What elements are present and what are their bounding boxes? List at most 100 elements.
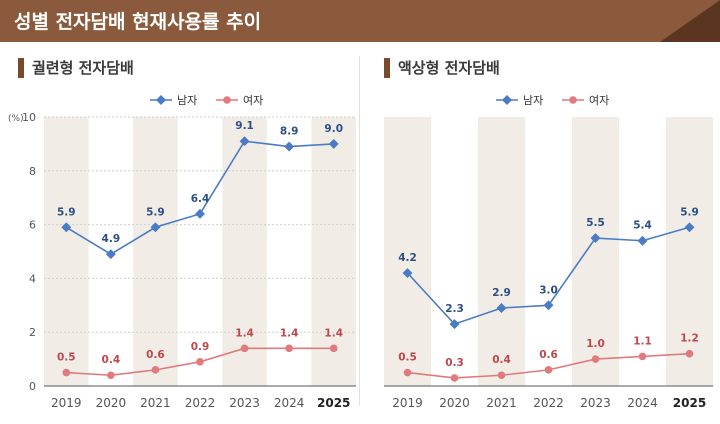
data-label-female: 0.6 [146, 349, 165, 361]
panel-title: 궐련형 전자담배 [32, 59, 134, 77]
data-label-female: 1.4 [280, 327, 299, 339]
chart-heat-not-burn: 0 2 4 6 8 10(%) 2019 2020 2021 2022 2023 2024 2025 남자… [8, 94, 356, 410]
data-label-female: 0.4 [492, 354, 511, 366]
data-label-male: 5.5 [586, 217, 605, 229]
data-point-male [684, 222, 695, 233]
x-tick-label: 2025 [317, 396, 350, 410]
data-point-female [544, 366, 553, 374]
data-point-male [637, 235, 648, 246]
data-point-female [285, 344, 293, 353]
data-point-male [195, 208, 205, 219]
category-stripe [44, 117, 89, 386]
panel-title-bar [384, 58, 390, 78]
data-point-male [105, 249, 116, 260]
y-tick-label: 10 [22, 111, 36, 124]
data-point-female [240, 344, 249, 353]
data-point-female [685, 349, 694, 358]
x-tick-label: 2023 [580, 396, 611, 410]
x-tick-label: 2020 [439, 396, 470, 410]
data-point-female [591, 355, 600, 363]
x-tick-label: 2021 [486, 396, 517, 410]
data-point-male [239, 136, 250, 147]
legend-marker-female [569, 96, 577, 104]
data-label-female: 1.4 [324, 327, 343, 339]
chart-liquid: 2019 2020 2021 2022 2023 2024 2025 남자 여자 4.2 2.3 2.… [384, 94, 713, 410]
legend-label: 여자 [243, 94, 263, 107]
data-label-male: 9.1 [235, 120, 254, 132]
data-point-female [62, 368, 71, 377]
panel-title-bar [18, 58, 24, 78]
data-point-female [403, 368, 412, 377]
data-label-male: 5.4 [633, 220, 652, 232]
legend-label: 여자 [589, 94, 609, 107]
header-background [0, 0, 720, 42]
data-point-female [151, 366, 160, 374]
data-label-female: 0.5 [398, 352, 417, 364]
legend-label: 남자 [523, 94, 543, 107]
category-stripe [222, 117, 267, 386]
data-point-male [284, 141, 295, 152]
data-label-female: 1.1 [633, 335, 652, 347]
x-tick-label: 2019 [392, 396, 423, 410]
legend-label: 남자 [177, 94, 197, 107]
data-label-female: 0.5 [57, 352, 76, 364]
data-label-female: 0.6 [539, 349, 558, 361]
legend-marker-female [223, 96, 231, 104]
x-tick-label: 2024 [627, 396, 658, 410]
data-label-female: 0.3 [445, 357, 464, 369]
data-label-male: 5.9 [146, 206, 165, 218]
x-tick-label: 2021 [140, 396, 171, 410]
category-stripe [572, 117, 619, 386]
y-tick-label: 0 [29, 380, 36, 393]
data-point-male [590, 233, 601, 243]
category-stripe [133, 117, 178, 386]
data-point-male [543, 300, 554, 311]
y-axis-unit: (%) [8, 114, 24, 124]
x-tick-label: 2019 [51, 396, 82, 410]
x-tick-label: 2024 [274, 396, 305, 410]
x-tick-label: 2022 [533, 396, 564, 410]
data-label-male: 9.0 [324, 123, 343, 135]
x-tick-label: 2020 [96, 396, 127, 410]
category-stripe [478, 117, 525, 386]
data-point-female [450, 374, 459, 382]
y-tick-label: 4 [29, 272, 36, 285]
data-label-male: 3.0 [539, 284, 558, 296]
data-label-male: 8.9 [280, 126, 299, 138]
header-fill [0, 0, 720, 42]
panel-title: 액상형 전자담배 [398, 59, 500, 77]
category-stripe [384, 117, 431, 386]
legend-marker-male [156, 95, 166, 105]
data-label-male: 5.9 [680, 206, 699, 218]
y-tick-label: 8 [29, 165, 36, 178]
data-label-male: 4.2 [398, 252, 417, 264]
legend-marker-male [502, 95, 512, 105]
y-tick-label: 2 [29, 326, 36, 339]
data-point-female [107, 371, 115, 380]
header-banner: 성별 전자담배 현재사용률 추이 [0, 0, 720, 42]
data-point-female [196, 357, 204, 366]
y-tick-label: 6 [29, 219, 36, 232]
data-label-male: 2.9 [492, 287, 511, 299]
chart-panel-heat-not-burn: 궐련형 전자담배 0 2 4 6 8 10 (%) 2019 2020 2021 2022 2023 2… [0, 42, 360, 424]
data-point-female [329, 344, 338, 353]
category-stripe [666, 117, 713, 386]
data-point-male [61, 222, 72, 233]
x-tick-label: 2025 [673, 396, 706, 410]
x-tick-label: 2022 [185, 396, 216, 410]
category-stripe [311, 117, 356, 386]
data-point-male [150, 222, 161, 233]
data-label-male: 5.9 [57, 206, 76, 218]
page-title: 성별 전자담배 현재사용률 추이 [14, 11, 262, 33]
panel-divider [359, 56, 360, 406]
x-tick-label: 2023 [229, 396, 260, 410]
data-label-male: 2.3 [445, 303, 464, 315]
data-label-female: 0.4 [102, 354, 121, 366]
data-point-female [638, 352, 647, 361]
data-label-female: 1.4 [235, 327, 254, 339]
data-label-female: 0.9 [191, 341, 210, 353]
chart-panel-liquid: 액상형 전자담배 2019 2020 2021 2022 2023 2024 2025 남자 여… [360, 42, 720, 424]
data-point-female [497, 371, 506, 380]
data-label-male: 6.4 [191, 193, 210, 205]
